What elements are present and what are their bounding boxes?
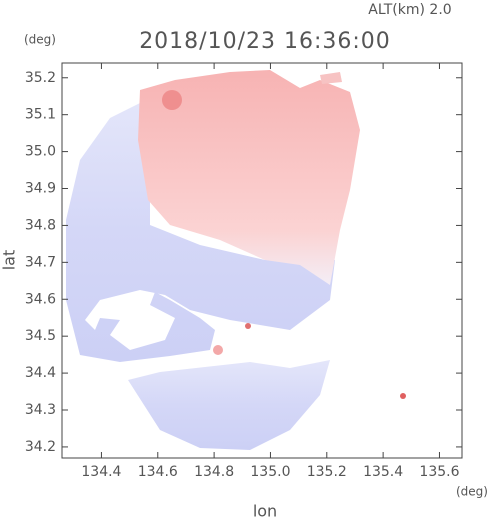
y-tick-label: 34.8	[25, 217, 56, 233]
x-tick-label: 135.4	[363, 464, 403, 480]
chart-title: 2018/10/23 16:36:00	[139, 29, 391, 54]
y-label: lat	[0, 250, 19, 271]
y-tick-label: 34.9	[25, 181, 56, 197]
y-tick-label: 34.3	[25, 402, 56, 418]
y-unit: (deg)	[24, 33, 56, 47]
y-tick-label: 34.7	[25, 254, 56, 270]
x-tick-label: 134.8	[194, 464, 234, 480]
x-tick-label: 135.6	[419, 464, 459, 480]
y-tick-label: 34.2	[25, 439, 56, 455]
x-tick-label: 135.0	[250, 464, 290, 480]
y-tick-label: 34.4	[25, 365, 56, 381]
x-unit: (deg)	[456, 485, 488, 499]
y-tick-label: 35.2	[25, 70, 56, 86]
x-tick-label: 135.2	[307, 464, 347, 480]
x-tick-label: 134.6	[138, 464, 178, 480]
x-label: lon	[253, 502, 277, 521]
plot-frame	[61, 62, 463, 459]
radar-field	[66, 70, 406, 450]
altitude: ALT(km) 2.0	[368, 2, 451, 18]
y-tick-label: 35.1	[25, 107, 56, 123]
x-tick-label: 134.4	[81, 464, 121, 480]
y-tick-label: 34.5	[25, 328, 56, 344]
y-tick-label: 34.6	[25, 291, 56, 307]
y-tick-label: 35.0	[25, 144, 56, 160]
